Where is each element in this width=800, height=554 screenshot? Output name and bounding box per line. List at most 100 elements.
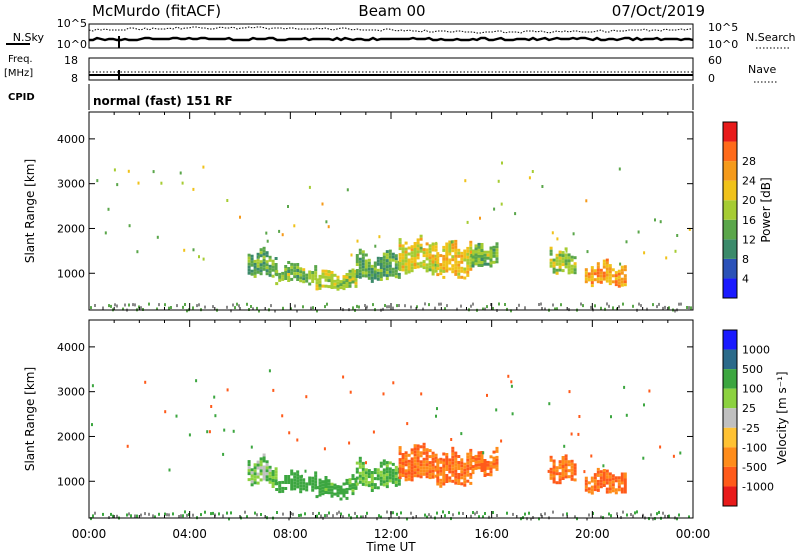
echo-speck (288, 431, 291, 435)
ground-scatter-cell (184, 303, 186, 306)
echo-cell (555, 466, 559, 470)
echo-cell (259, 478, 263, 482)
freq-panel-frame (88, 57, 694, 81)
echo-cell (445, 459, 449, 462)
echo-speck (127, 169, 130, 173)
echo-cell (394, 272, 398, 276)
echo-cell (564, 265, 568, 269)
echo-cell (416, 247, 420, 251)
echo-cell (495, 260, 499, 264)
echo-cell (370, 279, 374, 283)
echo-cell (460, 458, 464, 462)
echo-cell (489, 461, 493, 465)
echo-cell (274, 473, 278, 477)
echo-cell (590, 266, 594, 270)
ground-scatter-cell (226, 511, 228, 515)
echo-cell (361, 461, 365, 465)
echo-cell (281, 486, 285, 490)
echo-cell (274, 467, 278, 471)
echo-cell (330, 271, 334, 274)
echo-cell (256, 261, 260, 265)
echo-cell (388, 261, 392, 265)
echo-cell (457, 455, 461, 458)
echo-speck (511, 412, 514, 416)
ground-scatter-cell (318, 511, 320, 515)
y-tick-label: 2000 (57, 430, 85, 443)
echo-cell (302, 277, 306, 281)
ground-scatter-cell (626, 513, 628, 517)
ground-scatter-cell (552, 303, 554, 307)
echo-cell (305, 276, 309, 280)
echo-cell (552, 468, 556, 472)
echo-cell (463, 267, 467, 271)
echo-cell (611, 280, 615, 284)
echo-cell (445, 251, 449, 255)
ground-scatter-cell (364, 304, 366, 307)
echo-cell (567, 253, 571, 257)
echo-cell (394, 468, 398, 472)
echo-cell (439, 481, 443, 485)
echo-cell (314, 268, 318, 272)
echo-cell (596, 467, 600, 471)
ground-scatter-cell (256, 513, 258, 517)
echo-cell (355, 260, 359, 263)
echo-cell (460, 266, 464, 270)
echo-speck (198, 255, 200, 259)
echo-cell (407, 453, 411, 457)
ground-scatter-cell (290, 307, 292, 311)
echo-cell (278, 487, 282, 491)
echo-cell (321, 284, 325, 288)
echo-cell (451, 458, 455, 462)
echo-cell (268, 270, 272, 274)
echo-cell (382, 474, 386, 478)
ground-scatter-cell (588, 513, 590, 517)
echo-cell (466, 458, 470, 462)
echo-cell (407, 246, 411, 250)
echo-cell (463, 465, 467, 469)
echo-cell (469, 451, 473, 455)
echo-cell (439, 469, 443, 473)
ground-scatter-cell (228, 517, 230, 521)
echo-cell (385, 271, 389, 275)
ground-scatter-cell (506, 511, 508, 515)
echo-cell (596, 274, 600, 278)
echo-cell (442, 467, 446, 471)
ground-scatter-cell (458, 511, 460, 515)
echo-cell (466, 258, 470, 262)
echo-cell (416, 262, 420, 266)
colorbar-tick-label: 4 (742, 272, 749, 285)
echo-cell (379, 476, 383, 480)
echo-cell (434, 474, 438, 478)
echo-cell (448, 261, 452, 265)
echo-cell (404, 259, 408, 263)
echo-cell (358, 480, 362, 484)
echo-cell (413, 248, 417, 251)
echo-cell (466, 267, 470, 271)
echo-cell (361, 482, 365, 486)
echo-cell (431, 451, 435, 455)
echo-cell (442, 275, 446, 279)
echo-cell (382, 471, 386, 475)
echo-cell (373, 477, 377, 481)
echo-cell (617, 479, 621, 483)
colorbar-tick-label: -500 (742, 461, 767, 474)
ground-scatter-cell (232, 303, 234, 307)
velocity-plot-area (89, 320, 693, 518)
ground-scatter-cell (292, 512, 294, 516)
echo-cell (454, 242, 458, 246)
echo-cell (445, 254, 449, 258)
echo-cell (605, 276, 609, 280)
echo-cell (564, 472, 568, 476)
echo-cell (489, 467, 493, 471)
echo-cell (445, 480, 449, 483)
noise-sky-trace (89, 36, 694, 42)
echo-cell (587, 481, 591, 485)
ground-scatter-cell (296, 309, 298, 313)
echo-cell (370, 264, 374, 268)
echo-cell (262, 252, 266, 256)
echo-cell (552, 264, 556, 268)
echo-cell (259, 269, 263, 273)
echo-cell (623, 475, 627, 479)
ground-scatter-cell (392, 306, 394, 310)
